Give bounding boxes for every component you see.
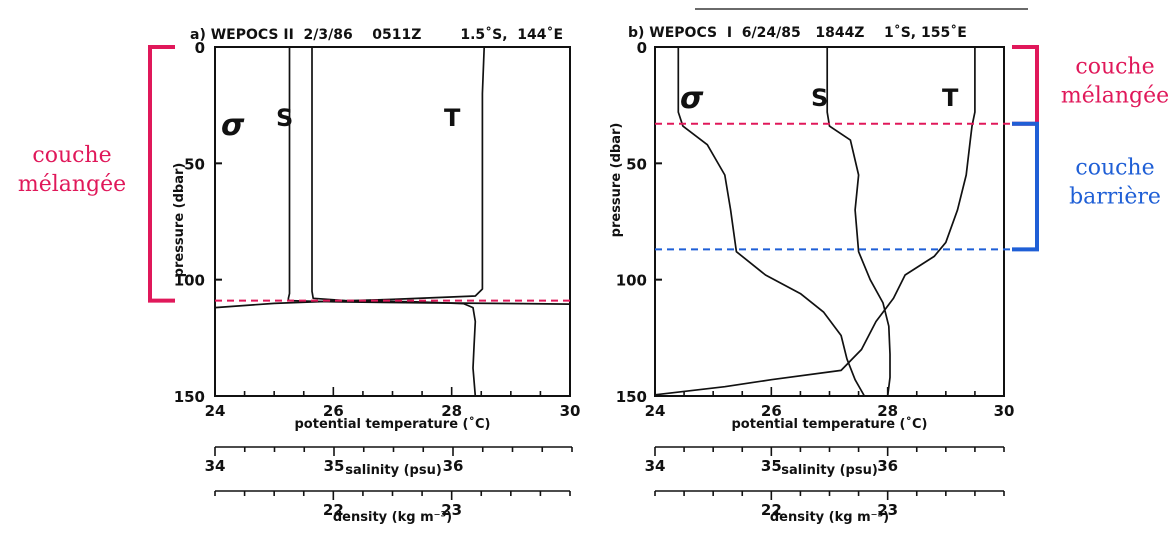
panel-b-y-tick-label: 150 — [616, 388, 647, 406]
panel-a-x-tick-label-1: 34 — [205, 457, 226, 475]
panel-b-x-tick-label-0: 26 — [761, 402, 782, 420]
panel-a: a) WEPOCS II 2/3/86 0511Z 1.5˚S, 144˚E p… — [172, 26, 571, 397]
panel-b-x-tick-label-1: 34 — [645, 457, 666, 475]
panel-b-mixed-layer-label: couche — [1075, 54, 1154, 79]
panel-a-title: a) WEPOCS II 2/3/86 0511Z 1.5˚S, 144˚E — [190, 26, 563, 43]
panel-b-s-label: S — [811, 84, 828, 112]
panel-b-series-temperature — [654, 47, 976, 396]
panel-b-axis-title-2: density (kg m⁻³) — [770, 510, 889, 525]
panel-b-barrier-layer-label: barrière — [1069, 185, 1161, 210]
panel-a-x-tick-label-0: 30 — [560, 402, 581, 420]
panel-a-y-tick-label: 50 — [184, 155, 205, 173]
panel-b-x-tick-label-1: 36 — [877, 457, 898, 475]
panel-a-mixed-layer-bracket — [148, 45, 175, 303]
panel-b-x-tick-label-0: 24 — [645, 402, 666, 420]
panel-b-barrier-layer-label: couche — [1075, 156, 1154, 181]
panel-a-plot-frame — [214, 46, 571, 397]
panel-b-t-label: T — [942, 84, 959, 112]
panel-b-axis-title-0: potential temperature (˚C) — [732, 416, 928, 432]
panel-b-mixed-layer-bracket — [1012, 45, 1039, 126]
panel-b-y-axis-label: pressure (dbar) — [609, 123, 624, 238]
panel-b-x-tick-label-1: 35 — [761, 457, 782, 475]
panel-a-series-sigma — [287, 47, 571, 305]
panel-b-x-tick-label-0: 28 — [877, 402, 898, 420]
panel-b-sigma-label: σ — [680, 81, 704, 116]
panel-a-y-axis-label: pressure (dbar) — [172, 163, 187, 278]
panel-b-title: b) WEPOCS I 6/24/85 1844Z 1˚S, 155˚E — [628, 24, 967, 41]
panel-b-y-tick-label: 0 — [637, 39, 647, 57]
panel-b-y-tick-label: 50 — [626, 155, 647, 173]
panel-a-axis-title-2: density (kg m⁻³) — [333, 510, 452, 525]
panel-a-y-tick-label: 100 — [174, 272, 205, 290]
panel-a-series-temperature — [214, 46, 486, 309]
panel-a-x-tick-label-0: 28 — [441, 402, 462, 420]
panel-a-y-tick-label: 0 — [195, 39, 205, 57]
panel-a-mixed-layer-label: mélangée — [18, 172, 126, 197]
panel-b-x-tick-label-2: 23 — [877, 501, 898, 519]
panel-a-series-salinity — [311, 47, 477, 397]
panel-a-axis-title-1: salinity (psu) — [345, 463, 442, 478]
panel-a-x-tick-label-0: 24 — [205, 402, 226, 420]
panel-b-series-sigma — [677, 47, 866, 397]
panel-a-sigma-label: σ — [221, 108, 245, 143]
panel-a-axis-title-0: potential temperature (˚C) — [295, 416, 491, 432]
panel-a-x-tick-label-1: 36 — [443, 457, 464, 475]
panel-a-x-tick-label-1: 35 — [324, 457, 345, 475]
panel-b-mixed-layer-label: mélangée — [1061, 83, 1169, 108]
panel-a-mixed-layer-label: couche — [32, 143, 111, 168]
panel-b-series-salinity — [826, 47, 891, 397]
panel-a-s-label: S — [276, 104, 293, 132]
panel-a-x-tick-label-0: 26 — [323, 402, 344, 420]
panel-b: b) WEPOCS I 6/24/85 1844Z 1˚S, 155˚E pre… — [609, 24, 1005, 397]
panel-b-axis-title-1: salinity (psu) — [781, 463, 878, 478]
panel-b-y-tick-label: 100 — [616, 272, 647, 290]
panel-a-y-tick-label: 150 — [174, 388, 205, 406]
panel-a-x-tick-label-2: 22 — [323, 501, 344, 519]
panel-b-barrier-layer-bracket — [1012, 121, 1039, 252]
panel-b-x-tick-label-0: 30 — [994, 402, 1015, 420]
panel-a-x-tick-label-2: 23 — [441, 501, 462, 519]
panel-a-t-label: T — [444, 104, 461, 132]
panel-b-x-tick-label-2: 22 — [761, 501, 782, 519]
